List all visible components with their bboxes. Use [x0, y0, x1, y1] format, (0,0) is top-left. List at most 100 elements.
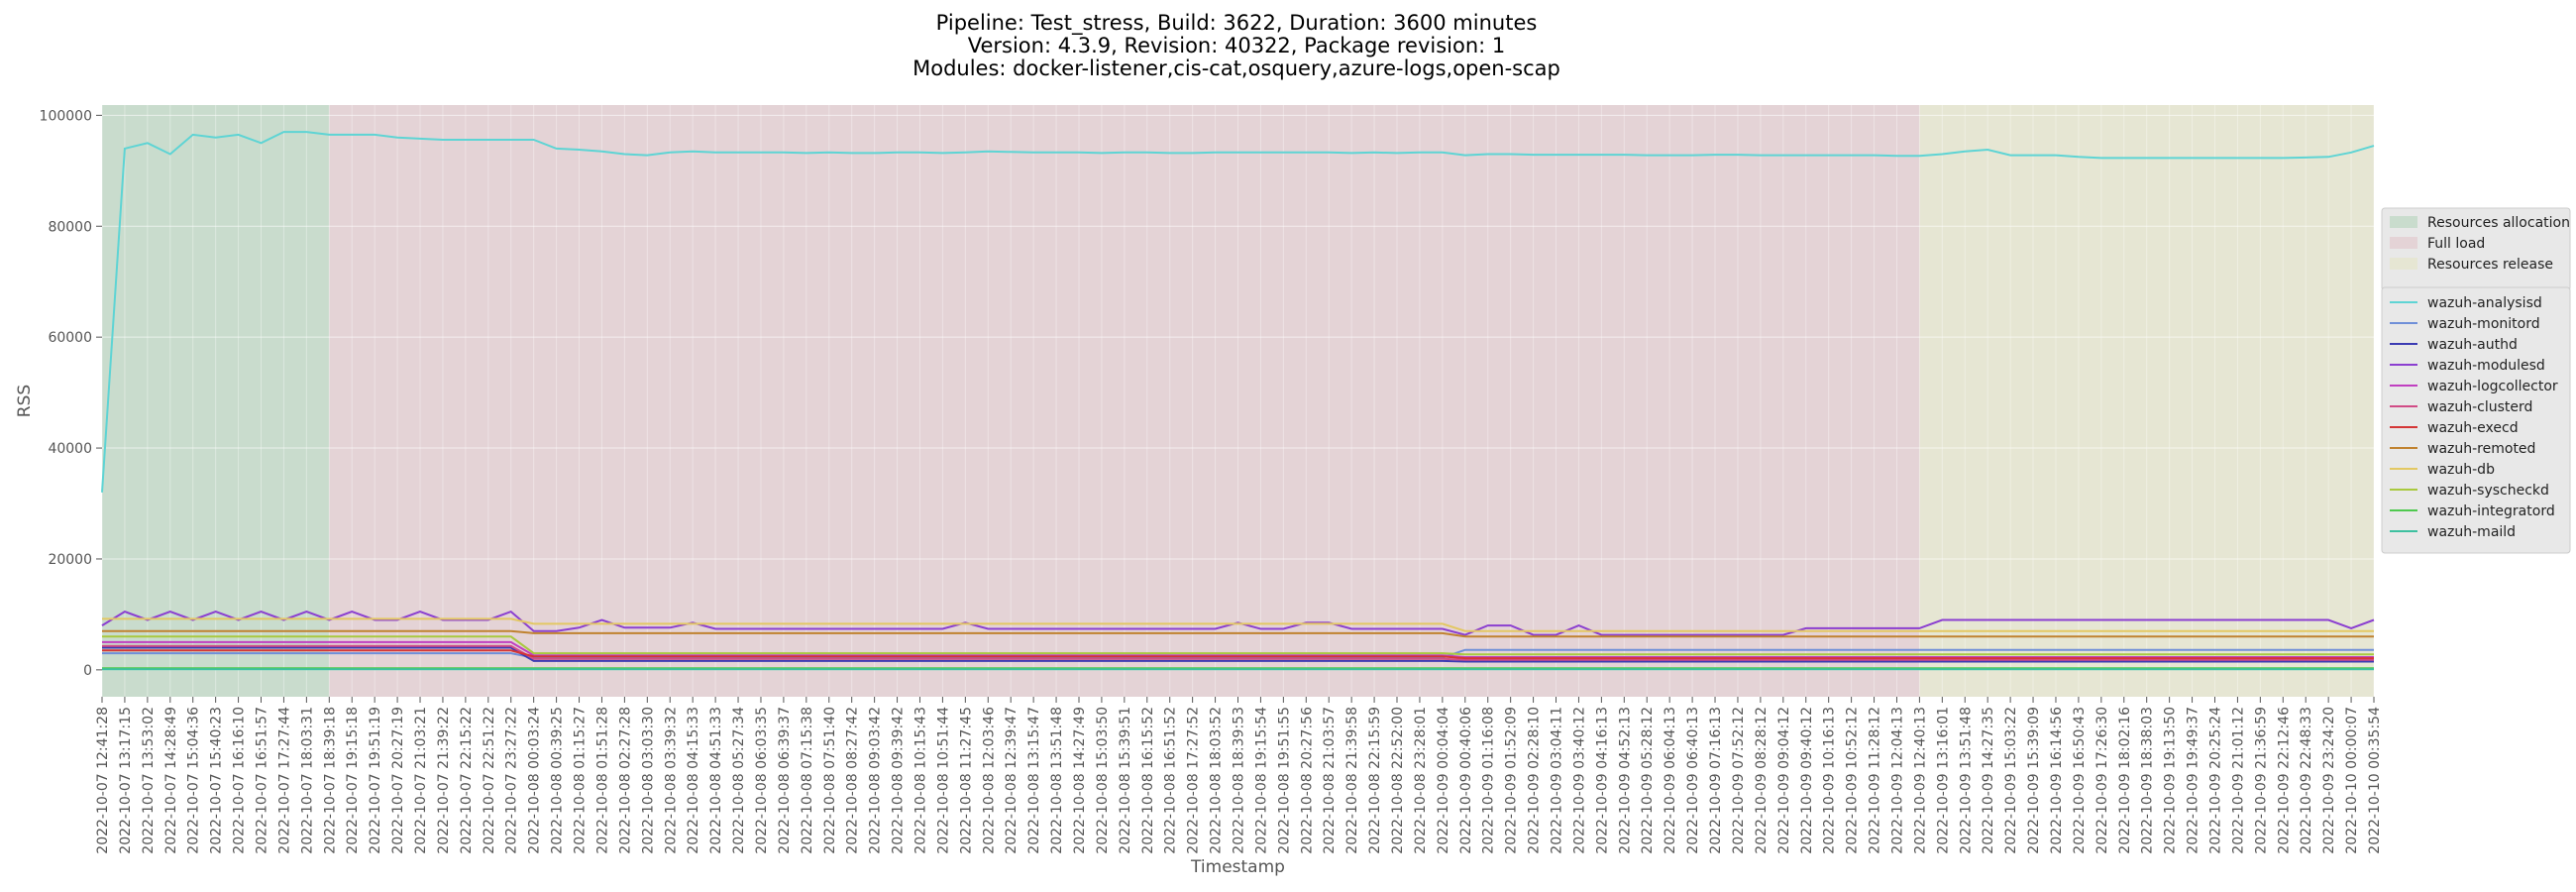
x-tick-label: 2022-10-08 04:51:33	[708, 707, 724, 854]
x-tick-label: 2022-10-09 12:40:13	[1912, 707, 1928, 854]
legend-label: wazuh-monitord	[2427, 316, 2540, 332]
x-tick-label: 2022-10-09 21:01:12	[2230, 707, 2246, 854]
x-tick-label: 2022-10-08 07:51:40	[822, 707, 838, 854]
phase-band	[102, 105, 330, 697]
legend-label: wazuh-maild	[2427, 524, 2516, 540]
x-tick-label: 2022-10-09 04:52:13	[1617, 707, 1633, 854]
legend-swatch	[2390, 258, 2417, 270]
legend-label: wazuh-integratord	[2427, 503, 2555, 519]
series-line	[102, 646, 2374, 663]
x-tick-label: 2022-10-09 16:50:43	[2072, 707, 2088, 854]
x-tick-label: 2022-10-08 10:51:44	[935, 707, 951, 854]
x-tick-label: 2022-10-07 21:03:21	[413, 707, 429, 854]
x-tick-label: 2022-10-07 17:27:44	[276, 707, 292, 854]
legend-label: wazuh-db	[2427, 462, 2495, 478]
x-tick-label: 2022-10-09 22:48:33	[2299, 707, 2314, 854]
x-tick-label: 2022-10-07 15:40:23	[209, 707, 225, 854]
legend: Resources allocation Full load Resources r…	[2381, 207, 2571, 554]
x-tick-label: 2022-10-09 14:27:35	[1981, 707, 1996, 854]
x-tick-label: 2022-10-09 03:04:11	[1550, 707, 1565, 854]
x-tick-label: 2022-10-10 00:35:54	[2367, 707, 2383, 854]
x-tick-label: 2022-10-09 01:16:08	[1481, 707, 1497, 854]
chart-title: Modules: docker-listener,cis-cat,osquery…	[912, 56, 1560, 80]
x-tick-label: 2022-10-09 09:04:12	[1776, 707, 1792, 854]
axes: 0 20000 40000 60000 80000 100000 2022-10-07 12…	[15, 108, 2383, 877]
legend-label: Full load	[2427, 236, 2485, 252]
x-tick-label: 2022-10-08 11:27:45	[958, 707, 974, 854]
series-line	[101, 131, 2375, 493]
x-tick-label: 2022-10-09 10:16:13	[1822, 707, 1838, 854]
x-tick-label: 2022-10-08 19:15:54	[1253, 707, 1269, 854]
x-tick-label: 2022-10-08 21:03:57	[1322, 707, 1338, 854]
x-tick-label: 2022-10-07 18:39:18	[322, 707, 338, 854]
x-tick-label: 2022-10-08 12:03:46	[981, 707, 997, 854]
x-tick-label: 2022-10-09 17:26:30	[2094, 707, 2110, 854]
x-tick-label: 2022-10-08 18:39:53	[1232, 707, 1247, 854]
chart-title: Pipeline: Test_stress, Build: 3622, Dura…	[936, 11, 1538, 36]
x-tick-label: 2022-10-08 06:39:37	[777, 707, 793, 854]
x-tick-label: 2022-10-09 18:38:03	[2140, 707, 2156, 854]
x-tick-label: 2022-10-07 12:41:28	[95, 707, 111, 854]
x-tick-label: 2022-10-09 06:04:13	[1663, 707, 1678, 854]
legend-label: Resources allocation	[2427, 215, 2570, 231]
x-axis-label: Timestamp	[1190, 857, 1285, 877]
x-tick-label: 2022-10-08 17:27:52	[1186, 707, 1202, 854]
legend-label: wazuh-syscheckd	[2427, 483, 2549, 499]
chart-title: Version: 4.3.9, Revision: 40322, Package…	[968, 34, 1506, 57]
x-tick-label: 2022-10-09 09:40:12	[1799, 707, 1815, 854]
x-tick-label: 2022-10-09 15:39:09	[2026, 707, 2042, 854]
x-tick-label: 2022-10-08 21:39:58	[1344, 707, 1360, 854]
legend-label: wazuh-remoted	[2427, 441, 2535, 457]
y-tick-label: 80000	[48, 219, 92, 235]
x-tick-label: 2022-10-10 00:00:07	[2344, 707, 2360, 854]
x-tick-label: 2022-10-07 20:27:19	[390, 707, 406, 854]
x-tick-label: 2022-10-09 13:51:48	[1958, 707, 1974, 854]
x-tick-label: 2022-10-09 19:13:50	[2163, 707, 2179, 854]
grid	[101, 105, 2375, 697]
x-tick-label: 2022-10-08 23:28:01	[1413, 707, 1429, 854]
x-tick-label: 2022-10-09 06:40:13	[1685, 707, 1701, 854]
x-tick-label: 2022-10-09 21:36:59	[2253, 707, 2269, 854]
x-tick-label: 2022-10-09 13:16:01	[1935, 707, 1951, 854]
x-tick-label: 2022-10-08 16:51:52	[1163, 707, 1179, 854]
series-line	[101, 610, 2375, 636]
x-tick-label: 2022-10-09 15:03:22	[2003, 707, 2019, 854]
x-tick-label: 2022-10-07 21:39:22	[436, 707, 452, 854]
x-tick-label: 2022-10-07 19:15:18	[345, 707, 361, 854]
x-tick-label: 2022-10-08 03:39:32	[663, 707, 679, 854]
series-line	[102, 617, 2374, 632]
x-tick-label: 2022-10-09 02:28:10	[1527, 707, 1543, 854]
x-tick-label: 2022-10-08 19:51:55	[1276, 707, 1292, 854]
legend-box	[2381, 286, 2571, 554]
x-tick-label: 2022-10-08 01:51:28	[594, 707, 610, 854]
x-tick-label: 2022-10-08 16:15:52	[1140, 707, 1156, 854]
x-tick-label: 2022-10-08 09:39:42	[891, 707, 907, 854]
x-tick-label: 2022-10-08 08:27:42	[845, 707, 861, 854]
x-tick-label: 2022-10-08 02:27:28	[617, 707, 633, 854]
legend-label: Resources release	[2427, 257, 2553, 273]
series-line	[102, 640, 2374, 658]
x-tick-label: 2022-10-07 23:27:22	[504, 707, 520, 854]
x-tick-label: 2022-10-08 00:39:25	[550, 707, 566, 854]
x-tick-label: 2022-10-09 22:12:46	[2276, 707, 2292, 854]
y-tick-label: 100000	[40, 108, 92, 124]
x-tick-label: 2022-10-08 15:39:51	[1118, 707, 1133, 854]
x-tick-label: 2022-10-07 16:51:57	[255, 707, 270, 854]
x-tick-label: 2022-10-09 12:04:13	[1889, 707, 1905, 854]
x-tick-label: 2022-10-07 22:51:22	[482, 707, 497, 854]
x-tick-label: 2022-10-09 10:52:12	[1845, 707, 1861, 854]
x-tick-label: 2022-10-08 10:15:43	[912, 707, 928, 854]
x-tick-label: 2022-10-07 19:51:19	[368, 707, 383, 854]
legend-label: wazuh-modulesd	[2427, 358, 2545, 374]
x-tick-label: 2022-10-08 18:03:52	[1209, 707, 1225, 854]
x-tick-label: 2022-10-09 20:25:24	[2207, 707, 2223, 854]
y-tick-label: 60000	[48, 330, 92, 346]
x-tick-label: 2022-10-08 05:27:34	[731, 707, 747, 854]
y-tick-label: 0	[83, 663, 92, 679]
x-tick-label: 2022-10-08 14:27:49	[1072, 707, 1088, 854]
x-tick-label: 2022-10-08 06:03:35	[754, 707, 770, 854]
x-tick-label: 2022-10-07 22:15:22	[459, 707, 475, 854]
x-tick-label: 2022-10-09 07:16:13	[1708, 707, 1724, 854]
x-tick-label: 2022-10-09 00:04:04	[1436, 707, 1451, 854]
x-tick-label: 2022-10-08 00:03:24	[527, 707, 543, 854]
